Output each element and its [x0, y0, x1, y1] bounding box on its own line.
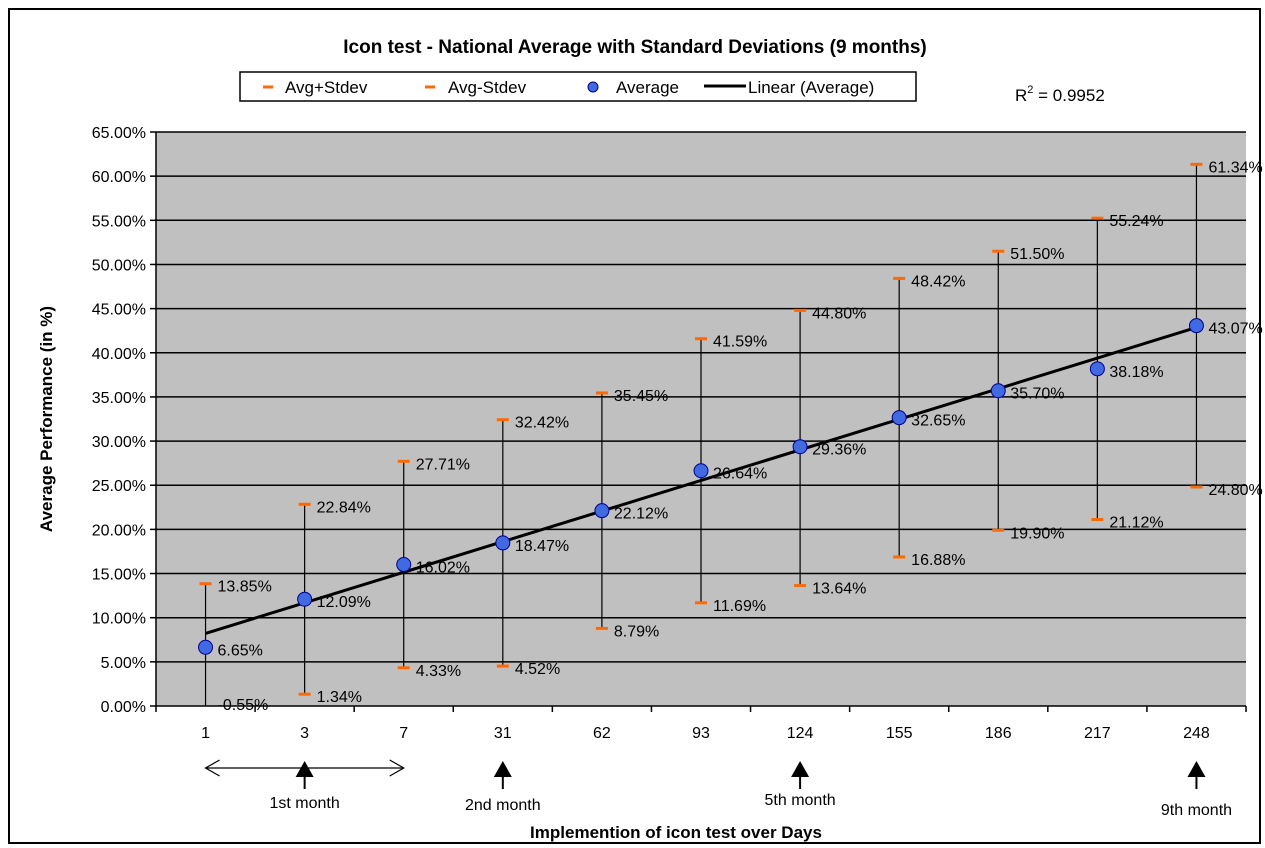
span-left-arrowhead [204, 759, 220, 777]
x-tick-label: 93 [692, 725, 710, 742]
month-label: 2nd month [465, 797, 541, 814]
y-tick-label: 15.00% [92, 567, 146, 584]
y-tick-label: 60.00% [92, 169, 146, 186]
chart-title: Icon test - National Average with Standa… [343, 37, 926, 58]
month-label: 1st month [270, 795, 340, 812]
x-tick-label: 124 [787, 725, 814, 742]
up-arrow-icon [1187, 761, 1206, 777]
avg-plus-label: 55.24% [1109, 213, 1163, 230]
avg-plus-label: 44.80% [812, 305, 866, 322]
y-axis-title: Average Performance (in %) [37, 306, 56, 532]
legend-label-linear: Linear (Average) [748, 78, 874, 97]
average-point [891, 410, 907, 426]
average-label: 16.02% [416, 560, 470, 577]
x-tick-label: 62 [593, 725, 611, 742]
average-label: 43.07% [1208, 321, 1262, 338]
average-label: 38.18% [1109, 364, 1163, 381]
average-point [792, 439, 808, 455]
average-label: 35.70% [1010, 386, 1064, 403]
y-tick-label: 35.00% [92, 390, 146, 407]
up-arrow-icon [295, 761, 314, 777]
avg-minus-label: 11.69% [713, 598, 766, 615]
avg-plus-label: 61.34% [1208, 159, 1262, 176]
average-label: 22.12% [614, 506, 668, 523]
avg-minus-label: 16.88% [911, 552, 965, 569]
avg-plus-label: 35.45% [614, 388, 668, 405]
month-label: 9th month [1161, 802, 1232, 819]
legend-label-avg-plus: Avg+Stdev [285, 78, 368, 97]
y-tick-label: 65.00% [92, 125, 146, 142]
avg-minus-label: 8.79% [614, 623, 659, 640]
avg-minus-label: 4.52% [515, 661, 560, 678]
avg-plus-label: 22.84% [317, 499, 371, 516]
average-label: 18.47% [515, 538, 569, 555]
x-tick-label: 155 [886, 725, 913, 742]
x-tick-label: 217 [1084, 725, 1111, 742]
data-labels: 13.85% -0.55% 6.65% 22.84% 1.34% 12.09% 27.71%… [218, 159, 1263, 714]
avg-minus-label: 4.33% [416, 663, 461, 680]
avg-minus-label: 24.80% [1208, 482, 1262, 499]
y-tick-label: 20.00% [92, 522, 146, 539]
chart-svg: Icon test - National Average with Standa… [37, 37, 1263, 842]
avg-minus-label: 1.34% [317, 689, 362, 706]
avg-minus-label: 21.12% [1109, 514, 1163, 531]
average-label: 26.64% [713, 466, 767, 483]
avg-plus-label: 51.50% [1010, 246, 1064, 263]
average-point [990, 383, 1006, 399]
y-tick-label: 10.00% [92, 611, 146, 628]
average-point [693, 463, 709, 479]
y-tick-label: 25.00% [92, 478, 146, 495]
y-tick-label: 50.00% [92, 257, 146, 274]
annotations: 1st month 2nd month 5th month 9th month [204, 759, 1232, 819]
r-squared-label: R2 = 0.9952 [1015, 84, 1105, 105]
legend: Avg+Stdev Avg-Stdev Average Linear (Aver… [239, 71, 917, 102]
avg-plus-label: 13.85% [218, 579, 272, 596]
avg-minus-label: -0.55% [218, 697, 269, 714]
y-tick-label: 0.00% [101, 699, 146, 716]
avg-plus-label: 48.42% [911, 273, 965, 290]
x-tick-label: 1 [201, 725, 210, 742]
x-tick-label: 7 [399, 725, 408, 742]
x-tick-label: 3 [300, 725, 309, 742]
average-point [594, 503, 610, 519]
avg-minus-label: 19.90% [1010, 525, 1064, 542]
y-tick-label: 45.00% [92, 302, 146, 319]
avg-plus-label: 32.42% [515, 415, 569, 432]
chart-frame: Icon test - National Average with Standa… [8, 8, 1263, 844]
y-tick-label: 5.00% [101, 655, 146, 672]
x-tick-label: 31 [494, 725, 512, 742]
avg-plus-label: 27.71% [416, 456, 470, 473]
month-label: 5th month [765, 792, 836, 809]
average-point [495, 535, 511, 551]
legend-label-avg-minus: Avg-Stdev [448, 78, 527, 97]
average-label: 29.36% [812, 442, 866, 459]
avg-minus-label: 13.64% [812, 581, 866, 598]
y-axis: 0.00% 5.00% 10.00% 15.00% 20.00% 25.00% 30.00%… [92, 125, 157, 716]
y-tick-label: 30.00% [92, 434, 146, 451]
average-point [198, 639, 214, 655]
trendline [205, 326, 1197, 635]
legend-label-average: Average [616, 78, 679, 97]
span-right-arrowhead [389, 759, 405, 777]
up-arrow-icon [791, 761, 810, 777]
x-tick-label: 186 [985, 725, 1012, 742]
x-tick-label: 248 [1183, 725, 1210, 742]
y-tick-label: 55.00% [92, 213, 146, 230]
trendline-path [205, 326, 1197, 635]
avg-plus-label: 41.59% [713, 334, 767, 351]
average-label: 32.65% [911, 413, 965, 430]
x-axis: 1 3 7 31 62 93 124 155 186 217 248 [155, 705, 1247, 742]
average-point [1089, 361, 1105, 377]
x-axis-title: Implemention of icon test over Days [530, 823, 822, 842]
average-point [297, 591, 313, 607]
y-tick-label: 40.00% [92, 346, 146, 363]
up-arrow-icon [493, 761, 512, 777]
legend-marker-average [587, 81, 599, 93]
average-point [396, 557, 412, 573]
data-markers [198, 318, 1204, 655]
average-point [1188, 318, 1204, 334]
average-label: 12.09% [317, 594, 371, 611]
average-label: 6.65% [218, 642, 263, 659]
